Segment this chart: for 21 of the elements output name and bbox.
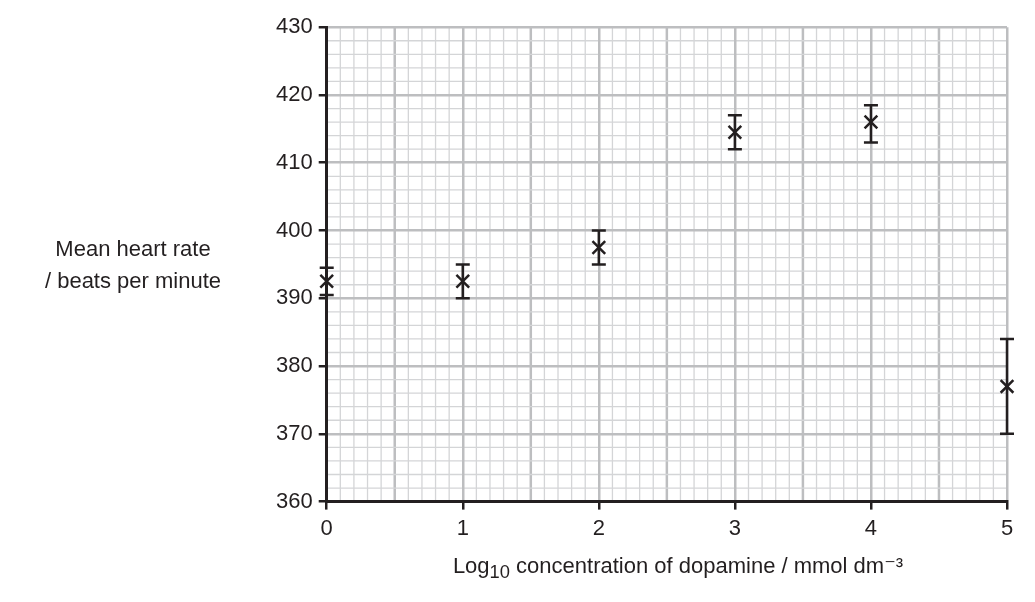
y-tick-label: 400 — [275, 216, 313, 242]
x-tick-label: 4 — [864, 514, 878, 540]
y-tick-label: 410 — [275, 148, 313, 174]
y-tick-label: 420 — [275, 81, 313, 107]
x-tick-label: 1 — [456, 514, 469, 540]
y-tick-label: 390 — [275, 284, 313, 310]
y-tick-label: 430 — [275, 13, 313, 39]
point — [727, 124, 743, 140]
point — [591, 239, 607, 256]
x-tick-label: 5 — [1000, 514, 1014, 540]
x-tick-label: 0 — [320, 514, 333, 540]
point — [455, 273, 471, 289]
y-tick-label: 380 — [275, 352, 313, 378]
y-tick-label: 360 — [275, 487, 313, 513]
x-axis-title: Log$_{10}$ concentration of dopamine / mmol dm⁻³ — [451, 553, 905, 584]
x-tick-label: 2 — [592, 514, 605, 540]
y-axis-title: Mean heart rate / beats per minute — [43, 235, 223, 295]
x-tick-label: 3 — [728, 514, 742, 540]
y-tick-label: 370 — [275, 419, 313, 445]
point — [999, 378, 1015, 394]
point — [863, 114, 879, 130]
